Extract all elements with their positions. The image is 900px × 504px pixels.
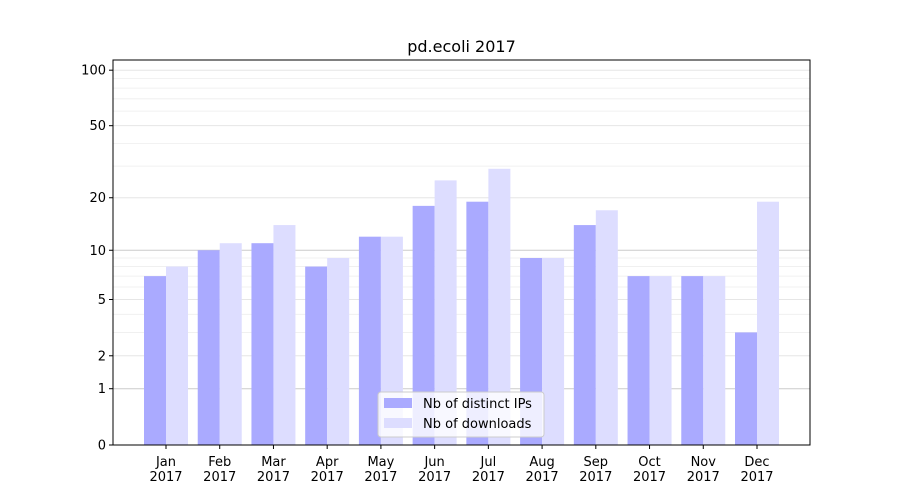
legend: Nb of distinct IPs Nb of downloads (377, 391, 545, 438)
x-tick-label: Nov (691, 455, 717, 470)
x-tick-label: Mar (261, 455, 286, 470)
x-tick-label: 2017 (257, 470, 290, 485)
bar-downloads (434, 180, 457, 446)
legend-swatch (384, 418, 412, 428)
x-tick-label: Apr (316, 455, 339, 470)
x-tick-label: May (367, 455, 394, 470)
x-tick-label: 2017 (418, 470, 451, 485)
x-tick-label: Oct (638, 455, 660, 470)
bar-distinct-ips (573, 225, 596, 445)
bar-downloads (703, 276, 726, 445)
x-tick-label: Aug (529, 455, 554, 470)
y-tick-label: 1 (98, 382, 106, 397)
legend-swatch (384, 398, 412, 408)
x-tick-label: 2017 (579, 470, 612, 485)
bar-downloads (327, 258, 350, 445)
y-tick-label: 2 (98, 349, 106, 364)
bar-distinct-ips (358, 236, 381, 445)
x-tick-label: 2017 (203, 470, 236, 485)
bar-downloads (166, 266, 188, 445)
bar-distinct-ips (627, 276, 650, 445)
bar-distinct-ips (681, 276, 704, 445)
chart-title: pd.ecoli 2017 (407, 37, 516, 56)
x-tick-label: 2017 (687, 470, 720, 485)
legend-label: Nb of downloads (423, 417, 532, 432)
bar-distinct-ips (305, 266, 328, 445)
x-tick-label: Jun (423, 455, 444, 470)
bar-downloads (595, 210, 618, 445)
y-tick-label: 50 (89, 119, 106, 134)
bar-distinct-ips (251, 243, 274, 445)
y-tick-label: 10 (89, 244, 106, 259)
plot-frame (112, 59, 811, 446)
y-tick-label: 0 (98, 439, 106, 454)
x-tick-label: Dec (744, 455, 769, 470)
bar-downloads (757, 201, 779, 445)
bar-distinct-ips (412, 205, 435, 445)
bar-distinct-ips (466, 201, 489, 445)
x-tick-label: 2017 (633, 470, 666, 485)
bar-distinct-ips (144, 276, 166, 445)
x-tick-label: Jan (155, 455, 176, 470)
x-tick-label: 2017 (472, 470, 505, 485)
x-tick-label: 2017 (149, 470, 182, 485)
bar-downloads (488, 168, 511, 445)
x-tick-label: Feb (208, 455, 231, 470)
x-tick-label: 2017 (364, 470, 397, 485)
legend-label: Nb of distinct IPs (423, 397, 532, 412)
x-tick-label: Jul (480, 455, 497, 470)
x-tick-label: Sep (584, 455, 609, 470)
bar-downloads (273, 225, 296, 445)
bar-distinct-ips (197, 250, 220, 445)
y-tick-label: 5 (98, 293, 106, 308)
bar-downloads (542, 258, 565, 445)
y-tick-label: 100 (81, 64, 106, 79)
bar-downloads (649, 276, 672, 445)
legend-box (377, 391, 545, 438)
x-tick-label: 2017 (311, 470, 344, 485)
x-tick-label: 2017 (526, 470, 559, 485)
bar-downloads (219, 243, 242, 445)
x-tick-label: 2017 (740, 470, 773, 485)
bar-distinct-ips (735, 332, 757, 445)
y-tick-label: 20 (89, 191, 106, 206)
